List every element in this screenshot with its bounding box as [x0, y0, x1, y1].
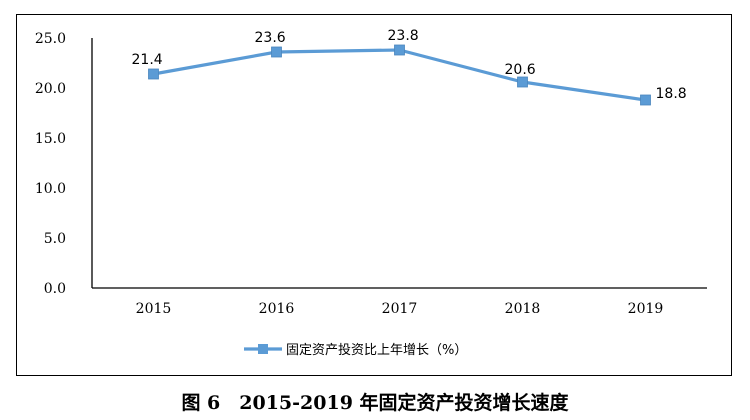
data-labels: 21.4 23.6 23.8 20.6 18.8: [132, 28, 687, 102]
y-tick-label: 20.0: [35, 81, 66, 97]
y-axis-ticks: 0.0 5.0 10.0 15.0 20.0 25.0: [35, 31, 66, 297]
x-tick-label: 2019: [628, 301, 664, 317]
series-line: [153, 48, 646, 102]
legend-marker: [258, 344, 268, 354]
series-layer: [148, 44, 651, 106]
data-point-marker: [394, 44, 405, 56]
legend-label: 固定资产投资比上年增长（%）: [286, 342, 467, 358]
y-tick-label: 5.0: [44, 231, 66, 247]
x-axis-ticks: 2015 2016 2017 2018 2019: [136, 301, 664, 317]
data-label: 23.6: [255, 30, 286, 46]
y-tick-label: 15.0: [35, 131, 66, 147]
chart-frame: [16, 14, 732, 376]
data-label: 21.4: [132, 52, 163, 68]
y-tick-label: 25.0: [35, 31, 66, 47]
legend: 固定资产投资比上年增长（%）: [244, 342, 467, 358]
data-point-marker: [640, 94, 651, 106]
data-label: 23.8: [388, 28, 419, 44]
x-tick-label: 2016: [259, 301, 295, 317]
x-tick-label: 2017: [382, 301, 418, 317]
figure-caption: 图 6 2015-2019 年固定资产投资增长速度: [181, 392, 569, 414]
data-point-marker: [517, 76, 528, 88]
data-point-marker: [148, 68, 159, 80]
data-point-marker: [271, 46, 282, 58]
data-label: 18.8: [656, 86, 687, 102]
axes: [91, 38, 707, 289]
y-tick-label: 0.0: [44, 281, 66, 297]
data-label: 20.6: [505, 62, 536, 78]
y-tick-label: 10.0: [35, 181, 66, 197]
x-tick-label: 2018: [505, 301, 541, 317]
x-tick-label: 2015: [136, 301, 172, 317]
